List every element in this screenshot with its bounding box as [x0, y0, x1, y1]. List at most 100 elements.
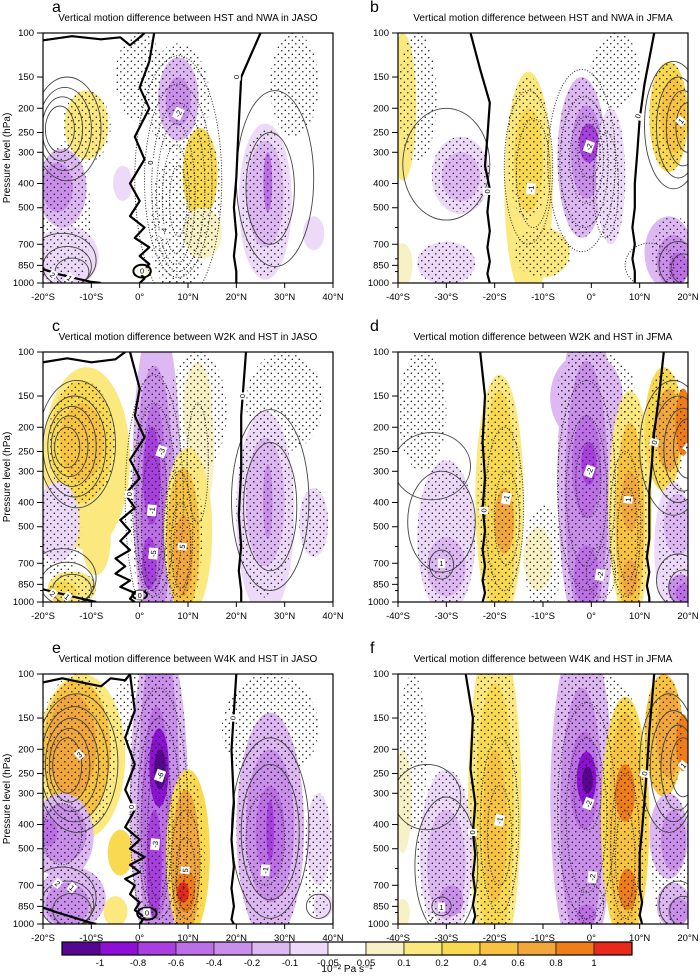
contour-label: 5: [177, 542, 187, 551]
svg-text:0: 0: [640, 770, 650, 776]
svg-text:0: 0: [468, 830, 477, 834]
contour-label: -5: [148, 547, 158, 560]
contour-label: 1: [623, 495, 633, 504]
x-tick-label: 10°N: [629, 292, 650, 303]
contour-rings: [402, 60, 688, 283]
contour-label: 2: [51, 877, 64, 890]
x-tick-label: 30°N: [274, 292, 295, 303]
colorbar-cell: [403, 941, 443, 956]
panel-f-plot: 00-1-211-21-40°S -30°S -20°S -10°S 0° 10°N 20°…: [368, 669, 699, 944]
svg-text:0: 0: [138, 591, 142, 600]
y-tick-label: 850: [373, 260, 389, 271]
colorbar-cell: [175, 941, 215, 956]
x-tick-label: -40°S: [386, 611, 410, 622]
svg-text:-1: -1: [495, 816, 505, 824]
axes: -40°S -30°S -20°S -10°S 0° 10°N 20°N1001502002…: [368, 669, 699, 944]
axes: -20°S -10°S 0° 10°N 20°N 30°N 40°N100150200250…: [2, 669, 344, 944]
x-tick-label: -40°S: [386, 933, 410, 944]
panel-a: a Vertical motion difference between HST…: [0, 0, 350, 318]
y-tick-label: 500: [373, 844, 389, 855]
colorbar-cell: [593, 941, 633, 956]
y-tick-label: 200: [18, 422, 34, 433]
x-tick-label: 10°N: [177, 611, 198, 622]
y-tick-label: 500: [373, 203, 389, 214]
plot-area: 0 0 -2 1 -1: [398, 33, 688, 283]
colorbar: -1 -0.8 -0.6 -0.4 -0.2 -0.1 -0.05 0.05 0.1 0.2 0.4…: [61, 941, 633, 969]
contour-label: 0: [639, 768, 650, 779]
plot-area: 00-1-211-21: [398, 674, 688, 924]
panel-title: Vertical motion difference between HST a…: [58, 13, 318, 24]
panel-letter: d: [370, 318, 379, 335]
y-tick-label: 200: [18, 103, 34, 114]
svg-text:5: 5: [178, 544, 187, 549]
y-tick-label: 1000: [368, 278, 389, 289]
y-tick-label: 100: [18, 28, 34, 39]
panel-letter: b: [370, 0, 379, 16]
y-tick-label: 700: [18, 558, 34, 569]
panel-letter: e: [52, 640, 61, 657]
y-tick-label: 300: [373, 466, 389, 477]
contour-label: -1: [260, 864, 270, 877]
contour-label: 2: [47, 587, 59, 600]
y-tick-label: 150: [18, 391, 34, 402]
x-tick-label: 20°N: [226, 933, 247, 944]
axes: -20°S -10°S 0° 10°N 20°N 30°N 40°N100150200250…: [2, 347, 344, 622]
y-tick-label: 300: [18, 466, 34, 477]
colorbar-tick-label: 0.8: [549, 958, 562, 969]
x-tick-label: 20°N: [677, 611, 698, 622]
svg-text:5: 5: [181, 868, 190, 873]
panel-c: c Vertical motion difference between W2K…: [0, 319, 350, 637]
x-tick-label: 0°: [587, 292, 596, 303]
svg-text:1: 1: [63, 592, 72, 602]
contour-label: 1: [61, 590, 73, 602]
x-tick-label: 40°N: [322, 292, 343, 303]
contour-label: -1: [525, 182, 536, 195]
y-tick-label: 850: [373, 901, 389, 912]
x-tick-label: 40°N: [322, 611, 343, 622]
contour-label: 1: [63, 272, 76, 283]
panel-d: d Vertical motion difference between W2K…: [350, 319, 700, 637]
colorbar-tick-label: -0.1: [282, 958, 298, 969]
contour-rings: [398, 379, 688, 602]
x-tick-label: -30°S: [434, 292, 458, 303]
contour-label: -1: [500, 492, 512, 505]
y-tick-label: 150: [373, 72, 389, 83]
panel-title: Vertical motion difference between W2K a…: [413, 332, 673, 343]
x-tick-label: -10°S: [79, 933, 103, 944]
svg-text:0: 0: [125, 492, 134, 496]
contour-rings: [43, 374, 310, 602]
stipple-overlay: [398, 33, 688, 283]
y-tick-label: 150: [373, 713, 389, 724]
svg-text:1: 1: [67, 883, 76, 893]
contour-labels: 00-1-211-21: [426, 759, 688, 924]
y-axis-label: Pressure level (hPa): [2, 432, 13, 523]
contour-label: 1: [426, 913, 438, 924]
svg-text:-1: -1: [502, 494, 512, 502]
colorbar-tick-label: -0.6: [168, 958, 184, 969]
stipple-overlay: [398, 674, 688, 924]
x-tick-label: -40°S: [386, 292, 410, 303]
svg-text:-1: -1: [526, 185, 536, 192]
contour-label: -1: [146, 504, 157, 517]
colorbar-tick-label: 0.05: [357, 958, 376, 969]
panel-b-plot: 00-21-1-40°S -30°S -20°S -10°S 0° 10°N 20°N100…: [368, 28, 699, 303]
panel-f: f Vertical motion difference between W4K…: [350, 641, 700, 959]
y-tick-label: 250: [373, 768, 389, 779]
x-tick-label: 0°: [587, 611, 596, 622]
svg-text:1: 1: [439, 559, 443, 568]
y-tick-label: 200: [373, 103, 389, 114]
y-tick-label: 700: [373, 558, 389, 569]
zero-contours: [469, 33, 656, 283]
y-axis-label: Pressure level (hPa): [2, 113, 13, 204]
x-tick-label: 40°N: [322, 933, 343, 944]
contour-rings: [43, 687, 332, 924]
x-tick-label: 10°N: [629, 611, 650, 622]
x-tick-label: -20°S: [31, 611, 55, 622]
contour-label: -2: [583, 464, 596, 479]
colorbar-tick-label: 1: [591, 958, 596, 969]
contour-label: 1: [674, 115, 687, 127]
svg-text:-2: -2: [595, 571, 605, 579]
contour-labels: 0 0 0 2 1 -1 -5 5 -3: [47, 392, 247, 602]
y-tick-label: 100: [18, 347, 34, 358]
y-tick-label: 250: [373, 446, 389, 457]
